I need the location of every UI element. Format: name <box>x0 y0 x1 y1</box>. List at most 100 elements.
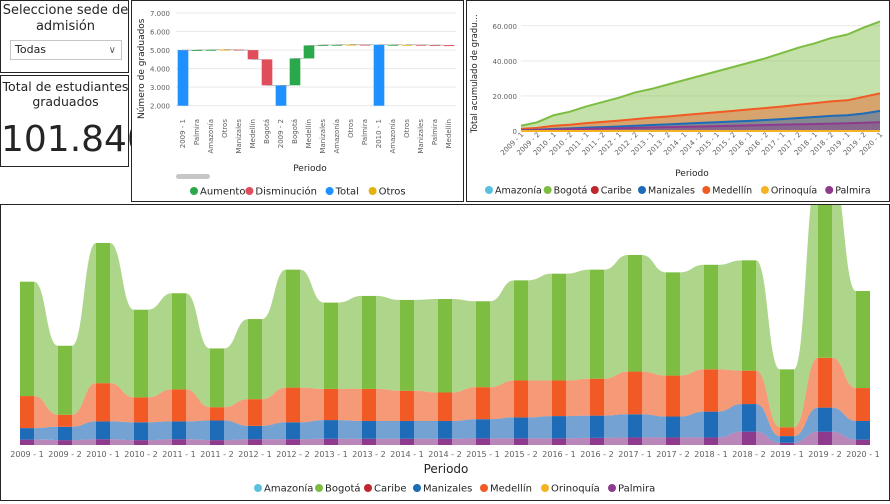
ribbon-column-manizales[interactable] <box>58 426 72 441</box>
ribbon-column-palmira[interactable] <box>628 437 642 445</box>
waterfall-bar-aumento[interactable] <box>191 49 203 51</box>
legend-item-manizales[interactable]: Manizales <box>648 186 695 197</box>
legend-item-palmira[interactable]: Palmira <box>618 484 655 495</box>
ribbon-column-palmira[interactable] <box>476 438 490 445</box>
ribbon-column-medellín[interactable] <box>248 399 262 426</box>
ribbon-column-bogotá[interactable] <box>286 269 300 388</box>
waterfall-bar-aumento[interactable] <box>205 49 217 51</box>
ribbon-column-palmira[interactable] <box>780 442 794 445</box>
ribbon-column-manizales[interactable] <box>780 436 794 443</box>
waterfall-bar-disminución[interactable] <box>247 50 259 60</box>
ribbon-column-palmira[interactable] <box>666 437 680 445</box>
waterfall-bar-total[interactable] <box>177 50 189 106</box>
ribbon-column-medellín[interactable] <box>780 427 794 437</box>
legend-item-aumento[interactable]: Aumento <box>200 187 245 198</box>
ribbon-column-manizales[interactable] <box>476 419 490 439</box>
ribbon-column-bogotá[interactable] <box>210 348 224 408</box>
ribbon-column-medellín[interactable] <box>476 387 490 420</box>
ribbon-column-medellín[interactable] <box>20 396 34 429</box>
legend-item-bogotá[interactable]: Bogotá <box>554 186 588 197</box>
ribbon-column-palmira[interactable] <box>20 439 34 445</box>
ribbon-column-bogotá[interactable] <box>20 281 34 397</box>
ribbon-column-medellín[interactable] <box>818 357 832 408</box>
ribbon-column-bogotá[interactable] <box>438 299 452 393</box>
ribbon-column-palmira[interactable] <box>704 437 718 445</box>
waterfall-bar-disminución[interactable] <box>359 44 371 46</box>
ribbon-column-palmira[interactable] <box>210 440 224 445</box>
ribbon-column-medellín[interactable] <box>58 414 72 427</box>
legend-item-orinoquía[interactable]: Orinoquía <box>771 186 817 197</box>
ribbon-column-manizales[interactable] <box>210 420 224 441</box>
ribbon-column-medellín[interactable] <box>628 371 642 415</box>
cumulative-area-chart[interactable]: 0 20.000 40.000 60.000 Total acumulado de g… <box>467 1 889 201</box>
ribbon-column-medellín[interactable] <box>96 383 110 422</box>
ribbon-column-palmira[interactable] <box>248 439 262 445</box>
ribbon-column-manizales[interactable] <box>514 417 528 439</box>
ribbon-column-medellín[interactable] <box>134 397 148 423</box>
ribbon-column-palmira[interactable] <box>590 437 604 445</box>
ribbon-column-bogotá[interactable] <box>590 269 604 379</box>
legend-item-manizales[interactable]: Manizales <box>423 484 472 495</box>
ribbon-column-manizales[interactable] <box>666 416 680 438</box>
ribbon-chart[interactable]: 2009 - 1 2009 - 2 2010 - 1 2010 - 2 2011 - 1… <box>1 171 889 500</box>
waterfall-bar-aumento[interactable] <box>289 58 301 86</box>
waterfall-bar-total[interactable] <box>373 44 385 106</box>
ribbon-column-manizales[interactable] <box>96 421 110 440</box>
ribbon-column-medellín[interactable] <box>514 380 528 418</box>
ribbon-column-medellín[interactable] <box>552 380 566 417</box>
series-line-bogotá[interactable] <box>520 20 881 127</box>
ribbon-column-palmira[interactable] <box>172 439 186 445</box>
ribbon-column-palmira[interactable] <box>286 439 300 445</box>
ribbon-column-bogotá[interactable] <box>96 242 110 384</box>
ribbon-column-bogotá[interactable] <box>58 345 72 415</box>
ribbon-column-medellín[interactable] <box>742 370 756 405</box>
legend-item-caribe[interactable]: Caribe <box>601 186 632 197</box>
ribbon-column-manizales[interactable] <box>552 416 566 439</box>
ribbon-column-palmira[interactable] <box>856 439 870 445</box>
ribbon-column-palmira[interactable] <box>514 438 528 445</box>
ribbon-column-manizales[interactable] <box>20 428 34 440</box>
ribbon-column-medellín[interactable] <box>856 388 870 421</box>
ribbon-column-manizales[interactable] <box>400 420 414 439</box>
ribbon-column-bogotá[interactable] <box>134 309 148 398</box>
legend-item-total[interactable]: Total <box>335 187 359 198</box>
ribbon-column-palmira[interactable] <box>742 431 756 445</box>
ribbon-column-bogotá[interactable] <box>856 291 870 389</box>
ribbon-column-bogotá[interactable] <box>324 302 338 389</box>
ribbon-column-manizales[interactable] <box>134 422 148 441</box>
ribbon-column-bogotá[interactable] <box>362 295 376 389</box>
ribbon-column-manizales[interactable] <box>172 421 186 440</box>
waterfall-bar-otros[interactable] <box>401 44 413 46</box>
legend-item-amazonía[interactable]: Amazonía <box>495 186 542 197</box>
ribbon-column-medellín[interactable] <box>438 392 452 421</box>
waterfall-bar-aumento[interactable] <box>331 44 343 46</box>
waterfall-chart[interactable]: 2.000 3.000 4.000 5.000 6.000 7.000 Número de… <box>132 1 463 201</box>
legend-item-bogotá[interactable]: Bogotá <box>325 483 361 495</box>
ribbon-column-bogotá[interactable] <box>742 260 756 371</box>
ribbon-column-manizales[interactable] <box>362 420 376 439</box>
ribbon-column-manizales[interactable] <box>286 422 300 440</box>
series-line-manizales[interactable] <box>520 109 881 132</box>
ribbon-column-bogotá[interactable] <box>704 264 718 370</box>
ribbon-column-medellín[interactable] <box>590 378 604 416</box>
ribbon-column-manizales[interactable] <box>438 420 452 439</box>
ribbon-column-bogotá[interactable] <box>248 319 262 400</box>
legend-item-orinoquía[interactable]: Orinoquía <box>551 483 600 495</box>
waterfall-bar-disminución[interactable] <box>261 59 273 86</box>
ribbon-column-medellín[interactable] <box>362 388 376 421</box>
waterfall-bar-aumento[interactable] <box>317 44 329 46</box>
legend-item-medellín[interactable]: Medellín <box>712 186 752 197</box>
ribbon-column-manizales[interactable] <box>818 407 832 432</box>
ribbon-column-bogotá[interactable] <box>172 293 186 390</box>
waterfall-bar-aumento[interactable] <box>303 45 315 59</box>
legend-item-amazonía[interactable]: Amazonía <box>264 483 313 495</box>
ribbon-column-bogotá[interactable] <box>514 280 528 381</box>
ribbon-column-manizales[interactable] <box>742 404 756 432</box>
horizontal-scrollbar[interactable] <box>176 174 210 179</box>
waterfall-bar-disminución[interactable] <box>443 45 455 47</box>
waterfall-bar-total[interactable] <box>275 85 287 106</box>
ribbon-column-palmira[interactable] <box>96 439 110 445</box>
ribbon-column-manizales[interactable] <box>704 411 718 438</box>
ribbon-column-palmira[interactable] <box>400 438 414 445</box>
waterfall-bar-otros[interactable] <box>219 49 231 51</box>
